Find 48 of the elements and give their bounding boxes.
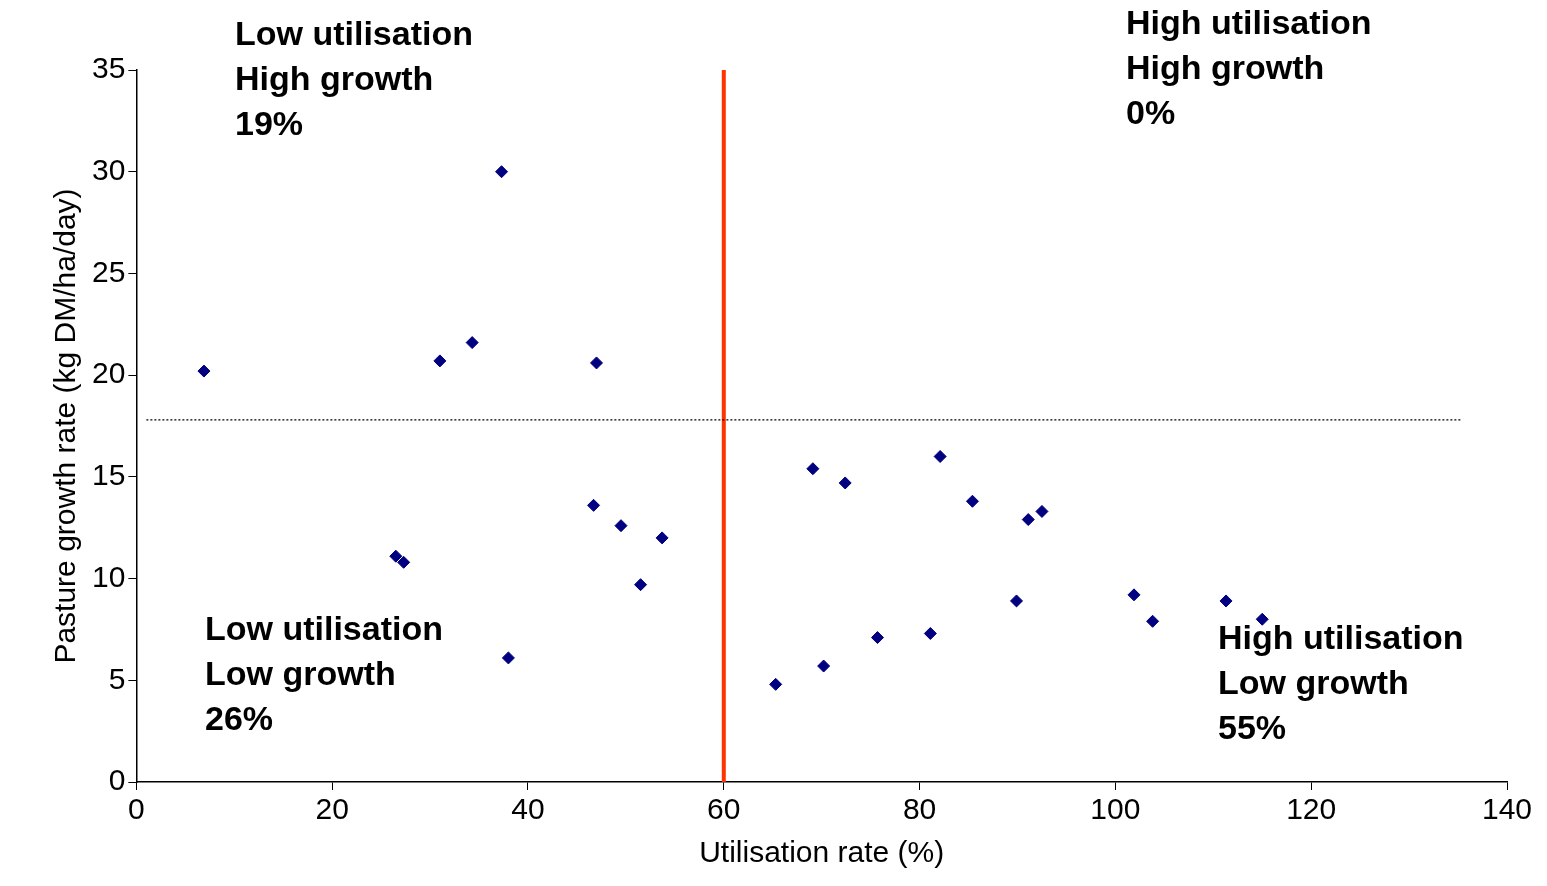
point [1010, 594, 1024, 608]
point [1219, 594, 1233, 608]
point [870, 631, 884, 645]
point [923, 627, 937, 640]
point [501, 651, 515, 665]
point [197, 364, 211, 378]
y-tick-label: 15 [91, 458, 126, 492]
point [465, 336, 479, 350]
annotation: Low utilisation High growth 19% [235, 14, 473, 143]
y-tick-label: 0 [108, 763, 126, 797]
point [838, 476, 852, 490]
y-tick-label: 35 [91, 51, 126, 85]
point [655, 531, 669, 545]
x-tick-label: 100 [1090, 792, 1141, 826]
annotation: High utilisation High growth 0% [1126, 3, 1372, 132]
x-tick-label: 40 [511, 792, 545, 826]
point [397, 555, 411, 569]
point [1035, 504, 1049, 518]
point [590, 356, 604, 370]
y-tick-label: 5 [108, 661, 126, 695]
point [1021, 513, 1035, 527]
point [495, 165, 509, 179]
point [806, 462, 820, 476]
y-tick-label: 25 [91, 254, 126, 288]
point [933, 450, 947, 464]
x-tick-label: 140 [1481, 792, 1533, 826]
point [389, 549, 403, 563]
point [1127, 588, 1141, 602]
point [634, 578, 648, 592]
point [614, 519, 628, 533]
annotation: Low utilisation Low growth 26% [205, 609, 443, 738]
x-tick-label: 120 [1286, 792, 1337, 826]
point [1146, 614, 1160, 628]
point [817, 659, 831, 673]
x-tick-label: 80 [902, 792, 937, 826]
x-tick-label: 20 [315, 792, 349, 826]
y-tick-label: 10 [91, 559, 126, 593]
point [587, 498, 601, 512]
point [769, 677, 783, 691]
y-tick-label: 20 [91, 356, 126, 390]
point [433, 354, 447, 368]
annotation: High utilisation Low growth 55% [1218, 618, 1464, 747]
x-axis-title: Utilisation rate (%) [699, 835, 945, 869]
point [965, 494, 979, 508]
y-axis-title: Pasture growth rate (kg DM/ha/day) [48, 188, 82, 664]
y-tick-label: 30 [91, 152, 126, 186]
x-tick-label: 60 [707, 792, 741, 826]
point [1255, 612, 1269, 626]
